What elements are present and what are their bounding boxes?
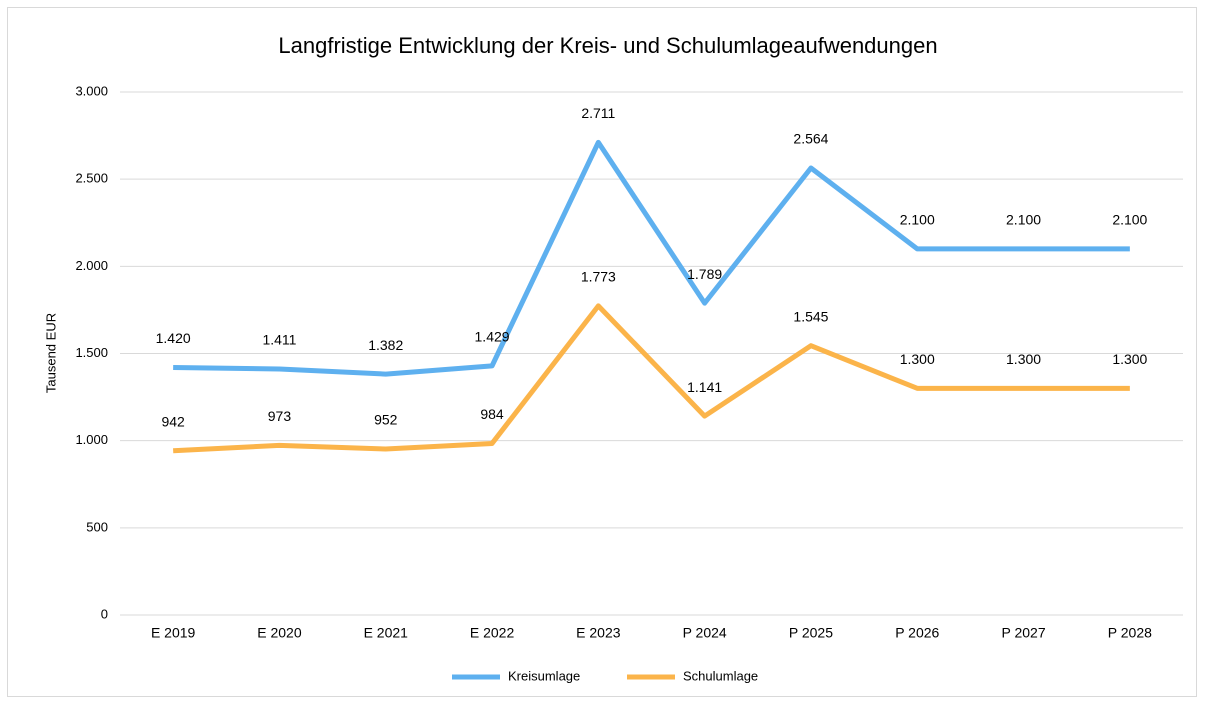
x-tick-label: E 2023	[576, 625, 621, 641]
chart-title: Langfristige Entwicklung der Kreis- und …	[278, 33, 937, 58]
data-label: 1.420	[156, 330, 191, 346]
y-axis-label: Tausend EUR	[43, 313, 58, 393]
data-label: 942	[161, 413, 185, 429]
y-tick-label: 2.500	[75, 171, 108, 186]
data-label: 984	[480, 406, 504, 422]
x-tick-label: E 2019	[151, 625, 196, 641]
x-tick-label: P 2028	[1108, 625, 1152, 641]
y-tick-label: 1.500	[75, 345, 108, 360]
data-label: 2.564	[793, 131, 828, 147]
x-tick-label: E 2021	[364, 625, 409, 641]
data-label: 1.773	[581, 269, 616, 285]
x-tick-label: E 2020	[257, 625, 302, 641]
x-tick-label: E 2022	[470, 625, 515, 641]
data-label: 1.545	[793, 308, 828, 324]
data-label: 973	[268, 408, 292, 424]
x-tick-label: P 2024	[683, 625, 727, 641]
data-label: 1.141	[687, 379, 722, 395]
data-label: 1.429	[475, 329, 510, 345]
data-label: 1.300	[1006, 351, 1041, 367]
data-label: 2.100	[900, 212, 935, 228]
x-tick-label: P 2027	[1001, 625, 1045, 641]
data-label: 1.382	[368, 337, 403, 353]
chart-border	[7, 7, 1197, 697]
x-tick-label: P 2025	[789, 625, 833, 641]
legend-label: Kreisumlage	[508, 668, 580, 683]
series-line	[173, 303, 1130, 454]
series-line	[173, 139, 1130, 377]
y-tick-label: 3.000	[75, 83, 108, 98]
data-label: 1.300	[900, 351, 935, 367]
data-label: 1.300	[1112, 351, 1147, 367]
data-label: 952	[374, 412, 398, 428]
y-tick-label: 0	[101, 606, 108, 621]
y-tick-label: 1.000	[75, 432, 108, 447]
x-tick-label: P 2026	[895, 625, 939, 641]
data-label: 2.711	[581, 105, 615, 121]
y-tick-label: 500	[86, 519, 108, 534]
data-label: 1.411	[262, 332, 296, 348]
legend-label: Schulumlage	[683, 668, 758, 683]
data-label: 2.100	[1112, 212, 1147, 228]
y-tick-label: 2.000	[75, 258, 108, 273]
data-label: 2.100	[1006, 212, 1041, 228]
data-label: 1.789	[687, 266, 722, 282]
